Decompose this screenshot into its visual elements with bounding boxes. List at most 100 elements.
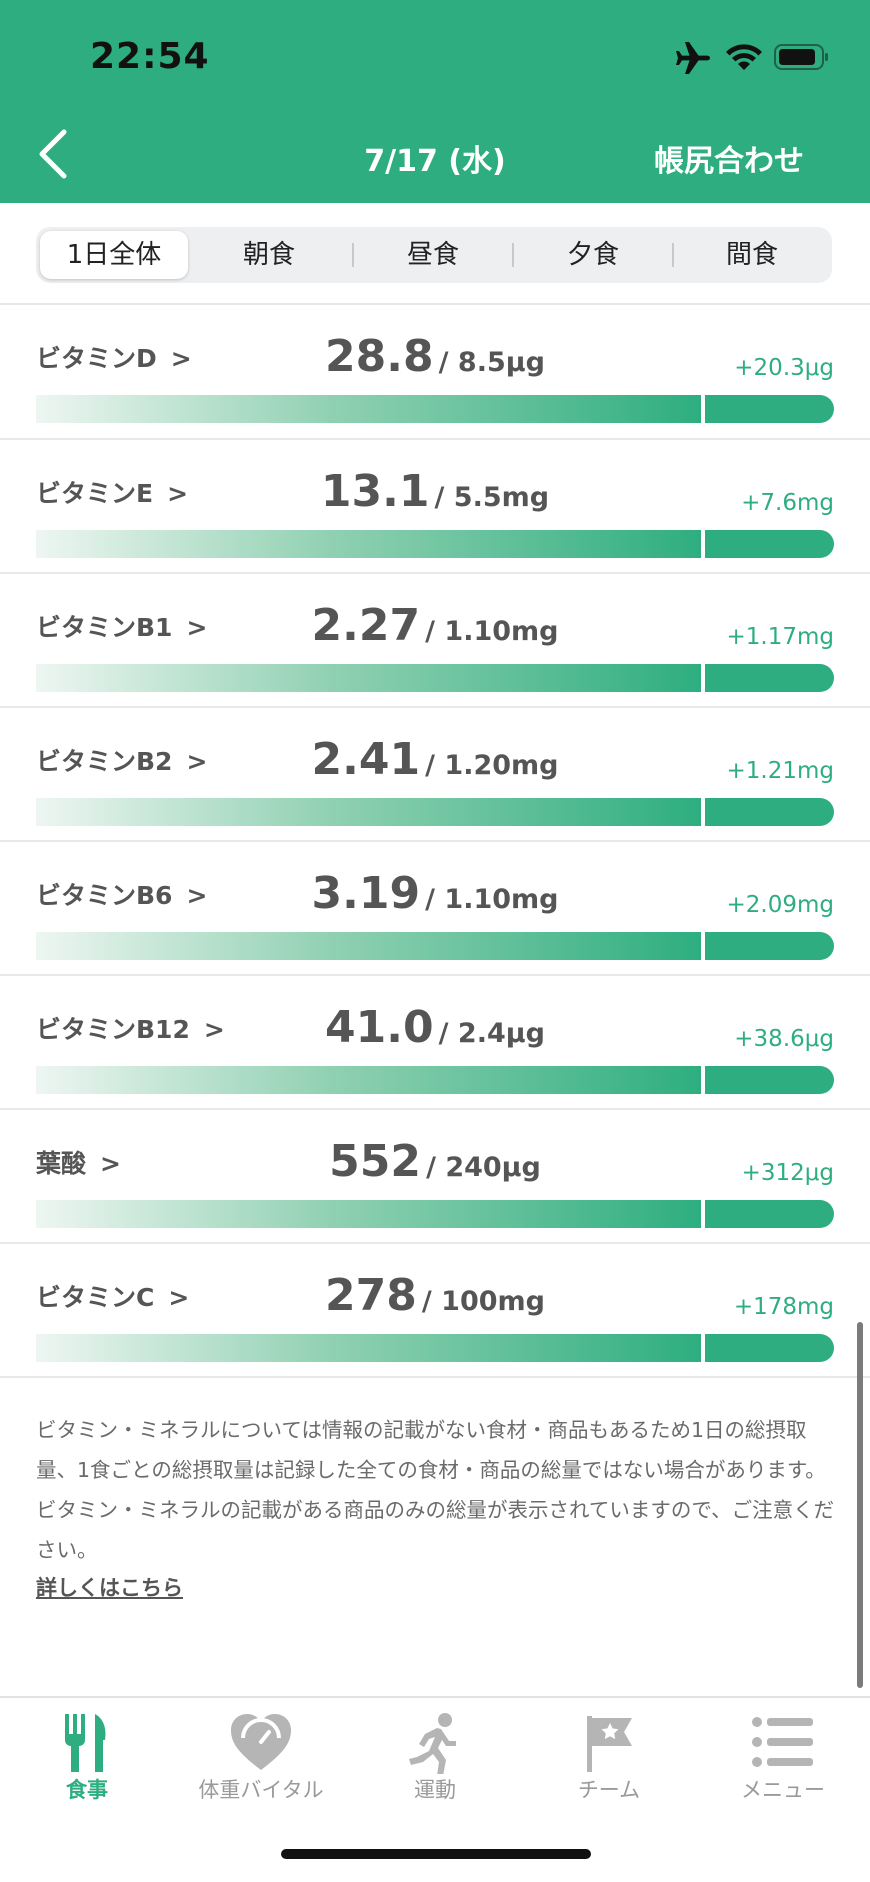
tab-bar-meal[interactable]: 食事 [0,1700,174,1810]
excess-fill [705,932,834,960]
target-marker [701,1066,705,1094]
tab-bar-label: 食事 [66,1778,108,1802]
back-chevron-icon[interactable] [34,128,74,180]
heart-scale-icon [231,1714,291,1770]
tab-lunch[interactable]: 昼食 [406,240,459,270]
battery-icon [774,44,828,70]
nutrient-values: 278 / 100mg [0,1270,870,1321]
nutrient-row-vitamin-e[interactable]: ビタミンE > 13.1 / 5.5mg +7.6mg [0,440,870,573]
excess-value: +2.09mg [726,892,835,918]
target-marker [701,932,705,960]
progress-fill [36,798,701,826]
divider [0,1108,870,1110]
intake-value: 552 [329,1136,421,1187]
nutrient-name: 葉酸 > [36,1149,121,1178]
excess-value: +1.21mg [726,758,835,784]
airplane-icon [676,42,710,74]
nutrient-values: 28.8 / 8.5μg [0,331,870,382]
nutrient-name: ビタミンE > [36,479,189,508]
tab-bar-menu[interactable]: メニュー [696,1700,870,1810]
tab-all-day[interactable]: 1日全体 [40,231,188,279]
runner-icon [409,1713,456,1774]
chevron-right-icon: > [203,1015,225,1044]
excess-fill [705,664,834,692]
divider [0,974,870,976]
nutrient-row-folic-acid[interactable]: 葉酸 > 552 / 240μg +312μg [0,1110,870,1243]
nutrient-name: ビタミンB12 > [36,1015,225,1044]
tab-bar-divider [0,1696,870,1698]
chevron-right-icon: > [170,344,192,373]
disclaimer-note: ビタミン・ミネラルについては情報の記載がない食材・商品もあるため1日の総摂取量、… [36,1418,835,1562]
progress-bar [36,798,834,826]
divider [0,303,870,305]
tab-bar-label: メニュー [741,1778,825,1802]
status-time: 22:54 [90,36,210,77]
target-marker [701,1334,705,1362]
date-title: 7/17 (水) [364,144,506,179]
adjust-button[interactable]: 帳尻合わせ [654,144,804,179]
progress-bar [36,530,834,558]
tab-bar-label: 体重バイタル [198,1778,324,1802]
intake-value: 13.1 [320,466,430,517]
intake-value: 278 [324,1270,417,1321]
excess-value: +38.6μg [734,1026,834,1052]
tab-bar-team[interactable]: チーム [522,1700,696,1810]
tab-separator [352,243,354,267]
nutrient-values: 552 / 240μg [0,1136,870,1187]
target-marker [701,530,705,558]
intake-value: 41.0 [325,1002,434,1053]
intake-value: 28.8 [325,331,434,382]
divider [0,1242,870,1244]
details-link[interactable]: 詳しくはこちら [36,1576,183,1600]
menu-list-icon [752,1717,813,1767]
tab-bar-exercise[interactable]: 運動 [348,1700,522,1810]
target-value: / 8.5μg [438,347,545,378]
progress-bar [36,1066,834,1094]
meal-tabs: 1日全体 朝食 昼食 夕食 間食 [36,227,832,283]
nutrient-values: 13.1 / 5.5mg [0,466,870,517]
tab-separator [672,243,674,267]
intake-value: 2.41 [311,734,421,785]
divider [0,1376,870,1378]
divider [0,438,870,440]
target-marker [701,664,705,692]
home-indicator [281,1849,591,1859]
progress-bar [36,664,834,692]
target-value: / 240μg [426,1152,541,1183]
wifi-icon [726,44,762,70]
scrollbar[interactable] [857,1322,863,1688]
nutrient-row-vitamin-b12[interactable]: ビタミンB12 > 41.0 / 2.4μg +38.6μg [0,976,870,1109]
chevron-right-icon: > [186,747,208,776]
chevron-right-icon: > [186,881,208,910]
progress-fill [36,1334,701,1362]
progress-fill [36,1066,701,1094]
progress-bar [36,395,834,423]
excess-fill [705,1200,834,1228]
tab-separator [512,243,514,267]
nutrient-row-vitamin-b2[interactable]: ビタミンB2 > 2.41 / 1.20mg +1.21mg [0,708,870,841]
progress-fill [36,664,701,692]
nutrient-values: 41.0 / 2.4μg [0,1002,870,1053]
target-marker [701,1200,705,1228]
tab-dinner[interactable]: 夕食 [566,240,619,270]
nutrient-row-vitamin-b6[interactable]: ビタミンB6 > 3.19 / 1.10mg +2.09mg [0,842,870,975]
nutrient-name: ビタミンB6 > [36,881,208,910]
tab-bar-weight-vital[interactable]: 体重バイタル [174,1700,348,1810]
nutrient-row-vitamin-c[interactable]: ビタミンC > 278 / 100mg +178mg [0,1244,870,1377]
tab-breakfast[interactable]: 朝食 [242,240,295,270]
progress-fill [36,932,701,960]
nutrient-values: 2.41 / 1.20mg [0,734,870,785]
tab-bar-label: 運動 [414,1778,456,1802]
nutrient-name: ビタミンD > [36,344,192,373]
excess-value: +1.17mg [726,624,835,650]
target-value: / 5.5mg [434,482,550,513]
nutrient-row-vitamin-b1[interactable]: ビタミンB1 > 2.27 / 1.10mg +1.17mg [0,574,870,707]
flag-star-icon [587,1716,632,1772]
excess-value: +312μg [741,1160,834,1186]
target-value: / 1.20mg [425,750,559,781]
chevron-right-icon: > [167,479,189,508]
excess-fill [705,530,834,558]
target-value: / 100mg [421,1286,546,1317]
tab-snack[interactable]: 間食 [725,240,778,270]
nutrient-row-vitamin-d[interactable]: ビタミンD > 28.8 / 8.5μg +20.3μg [0,305,870,438]
